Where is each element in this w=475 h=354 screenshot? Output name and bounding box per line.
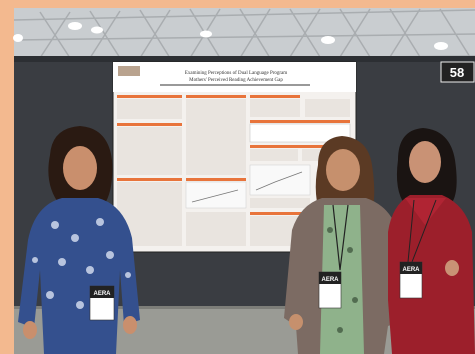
badge-label: AERA [321,277,339,283]
person-right: AERA [388,128,475,354]
booth-number-sign: 58 [440,61,475,83]
poster-subtitle: Mothers' Perceived Reading Achievement G… [189,78,283,83]
badge-label: AERA [93,291,111,297]
person-left: AERA [18,126,140,354]
booth-number: 58 [450,65,464,80]
person-middle: AERA [284,136,404,354]
poster-title: Examining Perceptions of Dual Language P… [185,71,287,76]
badge-label: AERA [402,267,420,273]
